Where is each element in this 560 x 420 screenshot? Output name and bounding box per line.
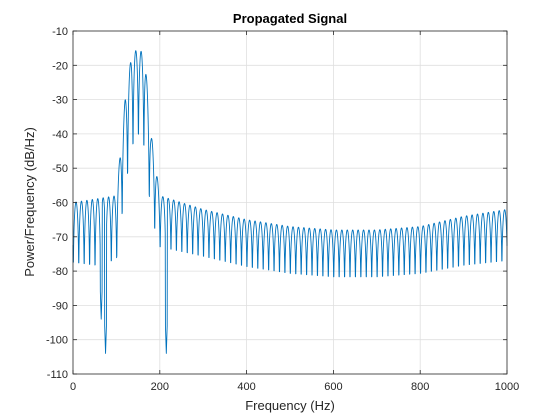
- y-tick-label: -30: [52, 95, 68, 107]
- y-tick-label: -10: [52, 26, 68, 38]
- y-tick-label: -100: [46, 335, 68, 347]
- y-tick-label: -70: [52, 232, 68, 244]
- x-tick-label: 200: [151, 381, 169, 393]
- chart-title: Propagated Signal: [233, 11, 347, 26]
- y-axis-label: Power/Frequency (dB/Hz): [22, 127, 37, 277]
- y-tick-label: -40: [52, 129, 68, 141]
- x-tick-label: 800: [411, 381, 429, 393]
- x-tick-label: 400: [237, 381, 255, 393]
- y-tick-label: -110: [47, 369, 68, 381]
- series-layer: [72, 50, 508, 354]
- y-tick-label: -90: [52, 300, 68, 312]
- y-tick-label: -20: [52, 60, 68, 72]
- y-tick-label: -50: [52, 163, 68, 175]
- series-line: [72, 50, 508, 354]
- axis-ticks: 0 200 400 600 800 1000 -110 -100 -90 -80 -70 -60 -50…: [46, 26, 519, 393]
- y-tick-label: -80: [52, 266, 68, 278]
- x-tick-label: 1000: [495, 381, 519, 393]
- x-tick-label: 0: [70, 381, 76, 393]
- x-tick-label: 600: [324, 381, 342, 393]
- y-tick-label: -60: [52, 198, 68, 210]
- x-axis-label: Frequency (Hz): [245, 398, 335, 413]
